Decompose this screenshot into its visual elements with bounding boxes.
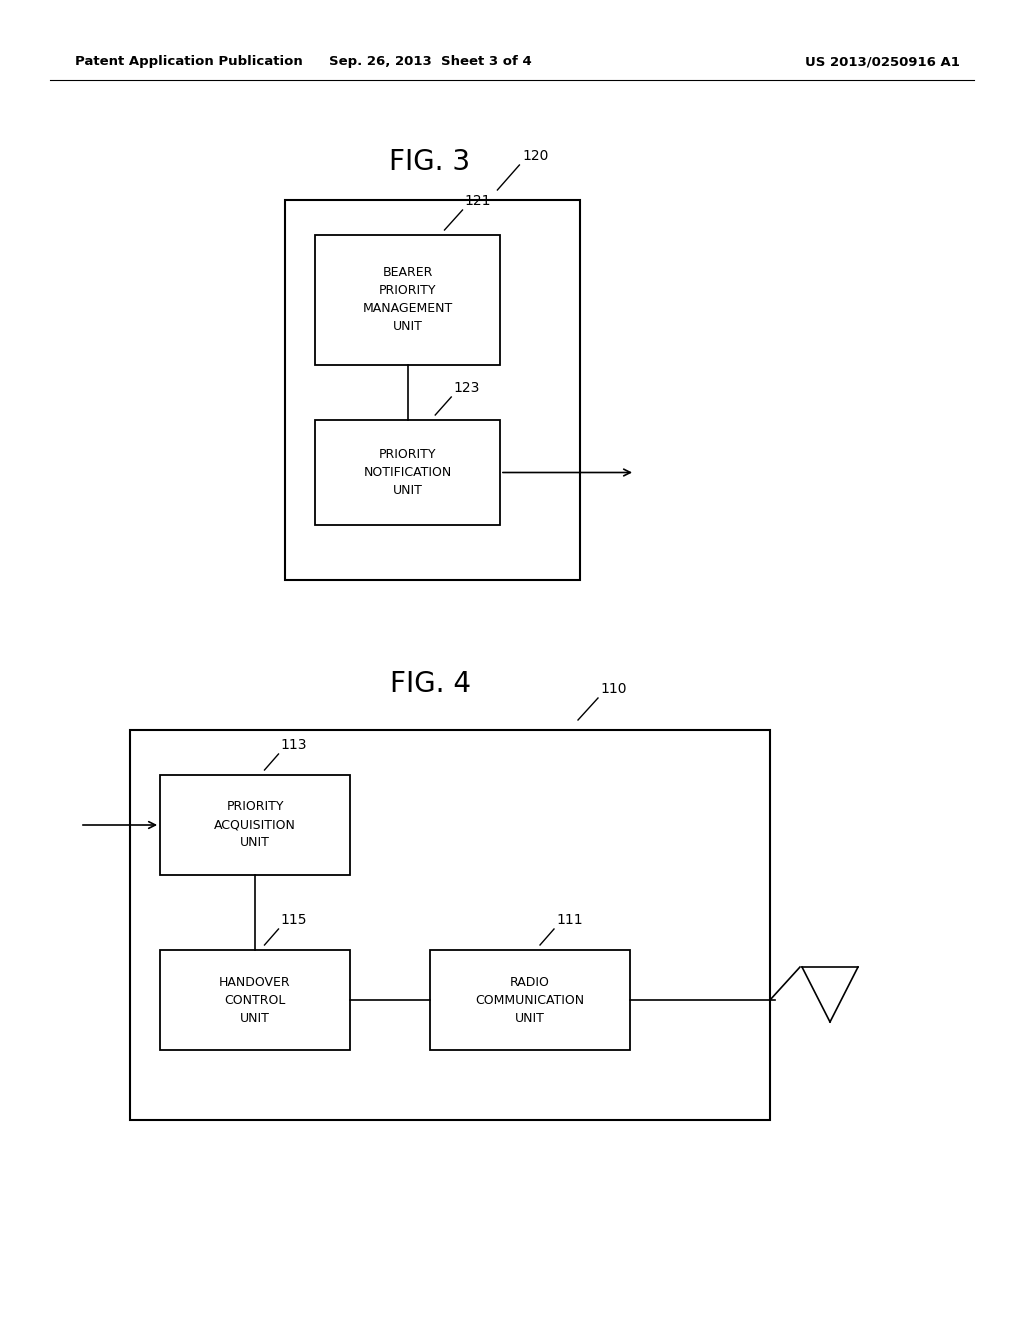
Text: 123: 123 — [454, 381, 479, 395]
Text: FIG. 4: FIG. 4 — [389, 671, 470, 698]
Bar — [160, 950, 350, 1049]
Text: 111: 111 — [556, 913, 583, 927]
Bar — [315, 235, 500, 366]
Bar — [285, 201, 580, 579]
Bar — [160, 775, 350, 875]
Text: PRIORITY
NOTIFICATION
UNIT: PRIORITY NOTIFICATION UNIT — [364, 447, 452, 498]
Text: RADIO
COMMUNICATION
UNIT: RADIO COMMUNICATION UNIT — [475, 975, 585, 1024]
Bar — [130, 730, 770, 1119]
Text: Sep. 26, 2013  Sheet 3 of 4: Sep. 26, 2013 Sheet 3 of 4 — [329, 55, 531, 69]
Bar — [315, 420, 500, 525]
Text: 121: 121 — [465, 194, 490, 209]
Bar — [430, 950, 630, 1049]
Text: 110: 110 — [600, 682, 627, 696]
Text: 113: 113 — [281, 738, 307, 752]
Text: BEARER
PRIORITY
MANAGEMENT
UNIT: BEARER PRIORITY MANAGEMENT UNIT — [362, 267, 453, 334]
Text: 120: 120 — [522, 149, 549, 162]
Text: HANDOVER
CONTROL
UNIT: HANDOVER CONTROL UNIT — [219, 975, 291, 1024]
Text: Patent Application Publication: Patent Application Publication — [75, 55, 303, 69]
Text: US 2013/0250916 A1: US 2013/0250916 A1 — [805, 55, 961, 69]
Text: PRIORITY
ACQUISITION
UNIT: PRIORITY ACQUISITION UNIT — [214, 800, 296, 850]
Text: FIG. 3: FIG. 3 — [389, 148, 471, 176]
Text: 115: 115 — [281, 913, 307, 927]
